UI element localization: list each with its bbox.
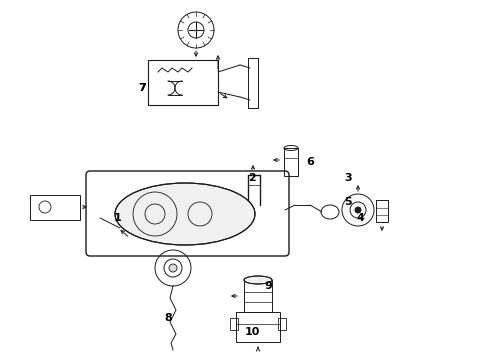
Text: 7: 7: [138, 83, 146, 93]
Bar: [376, 200, 388, 222]
Text: 6: 6: [306, 157, 314, 167]
Ellipse shape: [115, 183, 255, 245]
Ellipse shape: [244, 276, 272, 284]
Text: 2: 2: [248, 173, 256, 183]
Circle shape: [355, 207, 361, 213]
Text: 4: 4: [356, 213, 364, 223]
Text: 9: 9: [264, 281, 272, 291]
Circle shape: [169, 264, 177, 272]
Text: 10: 10: [245, 327, 260, 337]
Text: 8: 8: [164, 313, 172, 323]
Text: 3: 3: [344, 173, 352, 183]
Bar: [278, 318, 286, 330]
Bar: [244, 280, 272, 312]
Text: 7: 7: [138, 83, 146, 93]
Bar: [284, 148, 298, 176]
Bar: [236, 312, 280, 342]
Bar: [230, 318, 238, 330]
Text: 1: 1: [114, 213, 122, 223]
Bar: [30, 195, 80, 220]
Text: 5: 5: [344, 197, 352, 207]
Bar: [148, 60, 218, 105]
